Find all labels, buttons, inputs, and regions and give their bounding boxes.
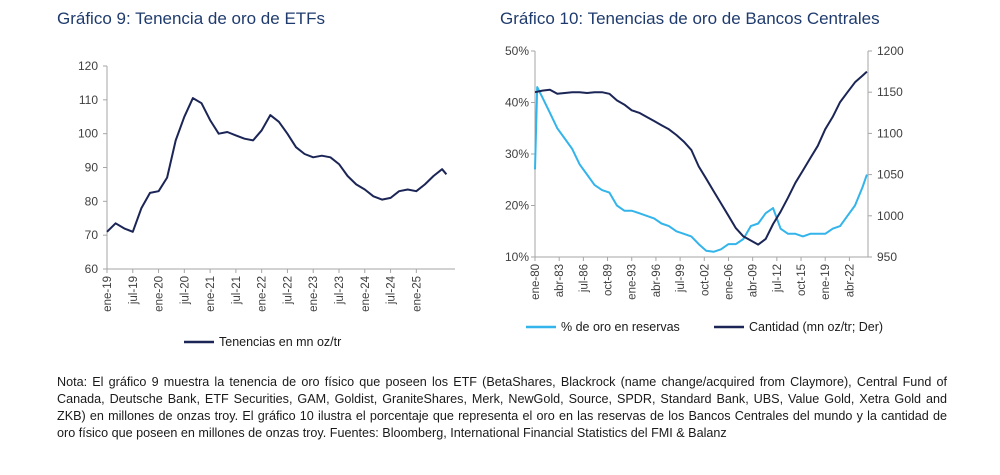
chart9-x-tick-label: ene-20 (154, 276, 166, 312)
chart9-x-tick-label: jul-23 (334, 276, 346, 305)
chart10-legend-label-qty: Cantidad (mn oz/tr; Der) (749, 320, 883, 334)
chart9-x-tick-label: ene-23 (308, 276, 320, 312)
chart10-x-tick-label: jul-99 (675, 264, 687, 293)
chart9-x-tick-label: jul-20 (179, 276, 191, 305)
chart9-x-tick-label: ene-25 (411, 276, 423, 312)
chart10-x-tick-label: jul-12 (772, 264, 784, 293)
chart10-left-tick-label: 20% (505, 199, 529, 213)
chart10-x-tick-label: oct-89 (603, 264, 615, 296)
chart10-series-pct-line (534, 86, 868, 253)
chart9-title: Gráfico 9: Tenencia de oro de ETFs (57, 9, 326, 28)
chart10-x-tick-label: abr-96 (651, 264, 663, 297)
chart9-y-tick-label: 100 (78, 127, 98, 141)
chart10-x-tick-label: abr-09 (748, 264, 760, 297)
chart9-x-tick-label: ene-22 (257, 276, 269, 312)
chart9-x-tick-label: jul-19 (128, 276, 140, 305)
chart9-x-tick-label: ene-21 (205, 276, 217, 312)
chart10-x-tick-label: ene-80 (530, 264, 542, 300)
chart10-right-tick-label: 1150 (877, 85, 903, 99)
chart9-y-tick-label: 110 (79, 93, 98, 107)
chart10-series-qty-line (534, 70, 868, 246)
chart9-x-tick-label: ene-24 (360, 275, 372, 311)
chart10-x-tick-label: ene-93 (627, 264, 639, 300)
chart9-y-tick-label: 120 (78, 59, 98, 73)
chart10-right-tick-label: 1200 (877, 44, 904, 58)
chart9-y-tick-label: 60 (85, 262, 99, 276)
chart9-series-line (106, 97, 448, 233)
chart9-y-tick-label: 70 (85, 228, 99, 242)
chart10-title: Gráfico 10: Tenencias de oro de Bancos C… (500, 9, 880, 28)
footnote: Nota: El gráfico 9 muestra la tenencia d… (57, 375, 947, 440)
chart10-left-tick-label: 40% (505, 96, 529, 110)
chart10-x-tick-label: ene-06 (723, 264, 735, 300)
chart10-x-tick-label: ene-19 (820, 264, 832, 300)
chart10-right-tick-label: 950 (877, 250, 897, 264)
chart9-y-tick-label: 90 (85, 161, 99, 175)
chart9-x-tick-label: jul-22 (282, 276, 294, 305)
chart10-x-tick-label: oct-02 (699, 264, 711, 296)
chart10-left-tick-label: 10% (505, 250, 529, 264)
chart10-left-tick-label: 30% (505, 147, 529, 161)
chart9-y-tick-label: 80 (85, 194, 99, 208)
chart9-x-tick-label: ene-19 (102, 276, 114, 312)
chart10-right-tick-label: 1000 (877, 209, 904, 223)
chart10-legend-label-pct: % de oro en reservas (561, 320, 680, 334)
chart9-x-tick-label: jul-21 (231, 276, 243, 305)
chart10-right-tick-label: 1050 (877, 168, 904, 182)
chart10-x-tick-label: abr-22 (844, 264, 856, 297)
chart10-x-tick-label: jul-86 (578, 264, 590, 293)
charts-canvas: 60 70 80 90 100 110 120 ene-19 jul-19 ene-20 jul-2… (78, 44, 904, 349)
chart10-x-tick-label: oct-15 (796, 264, 808, 296)
chart10-x-tick-label: abr-83 (554, 264, 566, 297)
chart9: 60 70 80 90 100 110 120 ene-19 jul-19 ene-20 jul-2… (78, 59, 455, 349)
chart9-legend-label: Tenencias en mn oz/tr (219, 335, 341, 349)
chart10: 10% 20% 30% 40% 50% 950 1000 1050 1100 1150 1200 en… (505, 44, 904, 334)
chart10-right-tick-label: 1100 (877, 126, 903, 140)
chart9-x-tick-label: jul-24 (386, 275, 398, 305)
chart10-left-tick-label: 50% (505, 44, 529, 58)
